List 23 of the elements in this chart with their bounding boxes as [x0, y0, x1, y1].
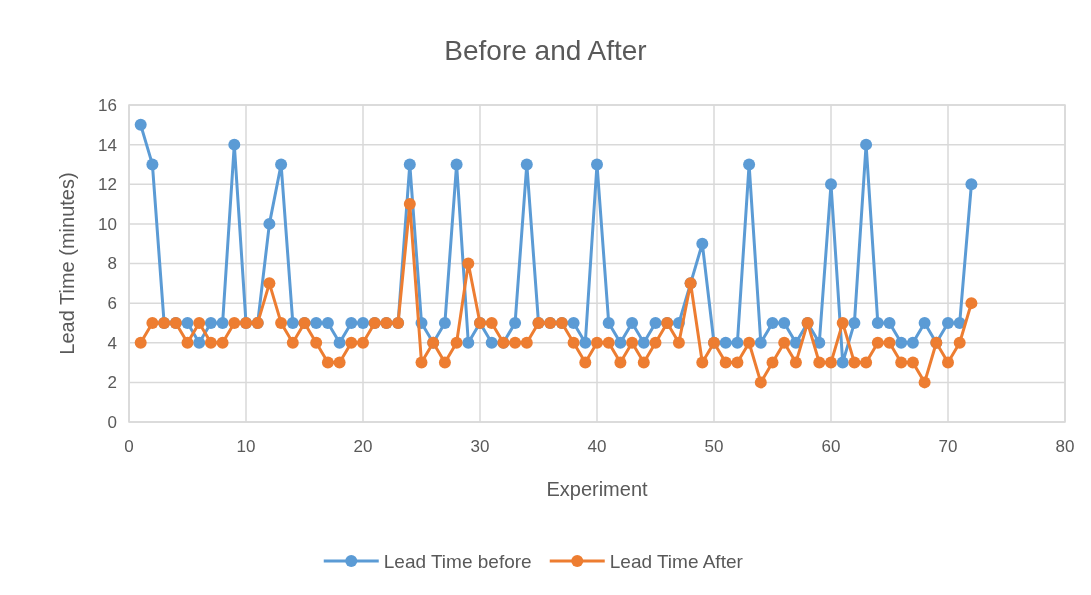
x-tick-label: 60 — [821, 437, 841, 456]
y-tick-label: 6 — [107, 294, 117, 314]
x-tick-label: 80 — [1055, 437, 1075, 456]
legend-label: Lead Time before — [383, 550, 532, 572]
x-tick-label: 40 — [587, 437, 607, 456]
y-tick-label: 10 — [98, 214, 117, 234]
chart-title: Before and After — [444, 35, 647, 66]
y-tick-label: 16 — [98, 95, 117, 115]
x-tick-label: 30 — [470, 437, 490, 456]
x-tick-label: 50 — [704, 437, 724, 456]
y-tick-label: 2 — [107, 373, 117, 393]
y-tick-label: 12 — [98, 175, 117, 195]
legend-label: Lead Time After — [609, 550, 744, 572]
x-axis-title: Experiment — [546, 478, 649, 500]
y-tick-label: 14 — [98, 135, 117, 155]
x-tick-label: 0 — [124, 437, 134, 456]
x-tick-label: 70 — [938, 437, 958, 456]
y-tick-label: 4 — [107, 333, 117, 353]
y-axis-title: Lead Time (minutes) — [56, 172, 78, 355]
y-tick-label: 8 — [107, 254, 117, 274]
x-tick-label: 20 — [353, 437, 373, 456]
y-tick-label: 0 — [107, 412, 117, 432]
x-tick-label: 10 — [236, 437, 256, 456]
